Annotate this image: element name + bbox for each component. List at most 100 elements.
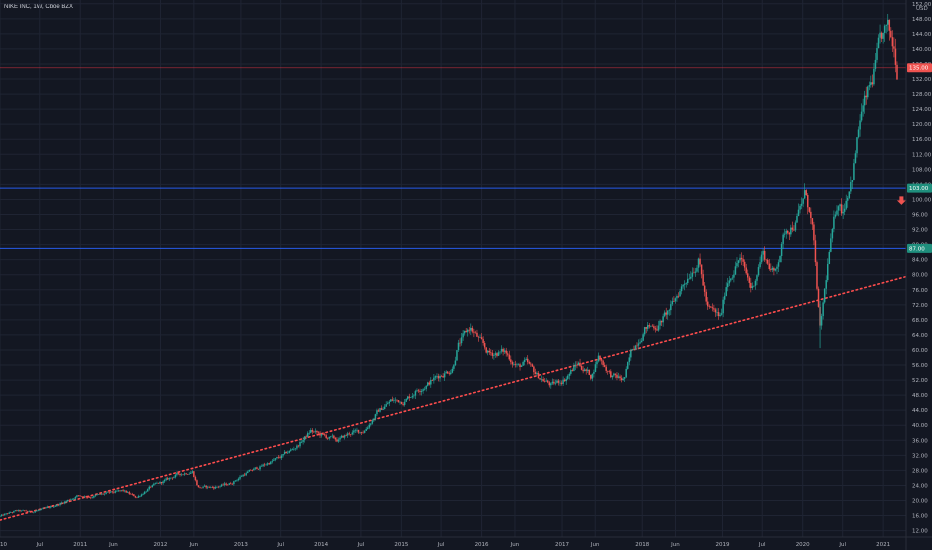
candle-body: [85, 496, 87, 498]
candle-body: [279, 457, 281, 459]
candle-body: [317, 432, 320, 433]
candle-body: [560, 382, 563, 384]
candle-body: [120, 490, 123, 491]
candle-body: [176, 472, 178, 475]
candle-body: [683, 283, 686, 285]
candle-body: [337, 439, 340, 442]
candle-body: [214, 487, 217, 489]
candle-body: [163, 480, 166, 482]
candle-body: [290, 449, 292, 451]
trendline-layer[interactable]: [0, 275, 907, 521]
candle-body: [316, 430, 318, 433]
candle-body: [374, 414, 377, 419]
candle-body: [848, 191, 851, 198]
candle-body: [185, 473, 187, 475]
x-tick-label: Jul: [35, 542, 43, 548]
candle-body: [397, 400, 400, 403]
x-tick-label: 2014: [314, 542, 328, 548]
candle-body: [716, 312, 718, 313]
candle-body: [662, 316, 664, 323]
candle-body: [217, 486, 220, 488]
candle-body: [346, 433, 349, 436]
y-tick-label: 80.00: [912, 273, 928, 279]
candle-body: [251, 470, 254, 471]
candle-body: [466, 329, 469, 333]
y-tick-label: 28.00: [912, 468, 928, 474]
candle-body: [496, 353, 498, 356]
candle-body: [82, 496, 84, 498]
candle-body: [653, 326, 655, 329]
candle-body: [260, 466, 263, 467]
candle-body: [51, 506, 54, 507]
candle-body: [623, 377, 626, 379]
x-axis[interactable]: 2010 Jul 2011 Jun 2012 Jun 2013 Jul 2014 Jul 2015 J…: [0, 536, 932, 548]
candle-body: [734, 266, 737, 275]
candle-body: [782, 234, 784, 244]
candle-body: [503, 350, 506, 352]
candle-body: [326, 437, 329, 439]
horizontal-lines[interactable]: [0, 67, 906, 249]
candle-body: [477, 336, 480, 338]
candle-body: [168, 478, 170, 480]
candle-body: [887, 19, 889, 25]
candle-body: [634, 345, 637, 350]
candle-body: [774, 268, 777, 271]
candle-body: [145, 491, 147, 493]
candle-body: [373, 418, 375, 421]
candle-body: [508, 354, 511, 360]
candle-body: [77, 495, 80, 496]
candle-body: [730, 278, 732, 281]
candle-body: [622, 378, 624, 381]
candle-body: [654, 328, 657, 330]
candle-body: [303, 436, 306, 441]
candle-body: [565, 378, 567, 382]
candle-body: [840, 204, 843, 214]
arrow-layer[interactable]: [896, 196, 906, 205]
y-tick-label: 92.00: [912, 228, 928, 234]
candle-body: [534, 372, 537, 375]
candle-body: [331, 435, 334, 437]
candle-body: [406, 396, 409, 400]
candle-body: [436, 376, 438, 377]
candle-body: [596, 361, 598, 365]
candle-body: [548, 382, 551, 386]
y-tick-label: 120.00: [912, 122, 932, 128]
candle-body: [142, 494, 144, 495]
candle-body: [25, 510, 27, 512]
y-tick-label: 76.00: [912, 288, 928, 294]
candle-body: [190, 472, 192, 474]
candle-body: [626, 362, 629, 369]
candle-body: [45, 507, 47, 509]
candle-body: [153, 483, 155, 486]
candle-body: [306, 433, 309, 437]
candle-body: [105, 492, 107, 494]
candle-body: [833, 216, 835, 229]
candle-body: [94, 495, 97, 497]
candle-body: [17, 510, 20, 511]
candle-body: [371, 420, 374, 424]
legend-interval: 1W: [33, 4, 43, 10]
candle-body: [660, 320, 663, 323]
candle-body: [139, 496, 141, 497]
candle-body: [811, 218, 814, 225]
candle-body: [540, 379, 543, 380]
y-axis[interactable]: 12.00 16.00 20.00 24.00 28.00 32.00 36.00 40.00…: [905, 0, 932, 550]
candle-body: [845, 200, 847, 209]
candle-body: [434, 376, 437, 378]
candle-body: [451, 368, 454, 373]
candle-body: [0, 514, 3, 517]
candle-body: [380, 408, 383, 410]
candle-body: [299, 441, 301, 447]
candle-body: [817, 288, 820, 307]
candle-body: [116, 490, 118, 492]
x-tick-label: 2013: [234, 542, 248, 548]
candle-body: [96, 494, 98, 496]
candle-body: [170, 477, 172, 479]
candle-body: [599, 355, 601, 360]
candle-body: [297, 445, 300, 447]
candle-body: [514, 364, 517, 366]
candle-body: [236, 480, 238, 481]
y-tick-label: 124.00: [912, 107, 932, 113]
candle-body: [345, 435, 347, 436]
